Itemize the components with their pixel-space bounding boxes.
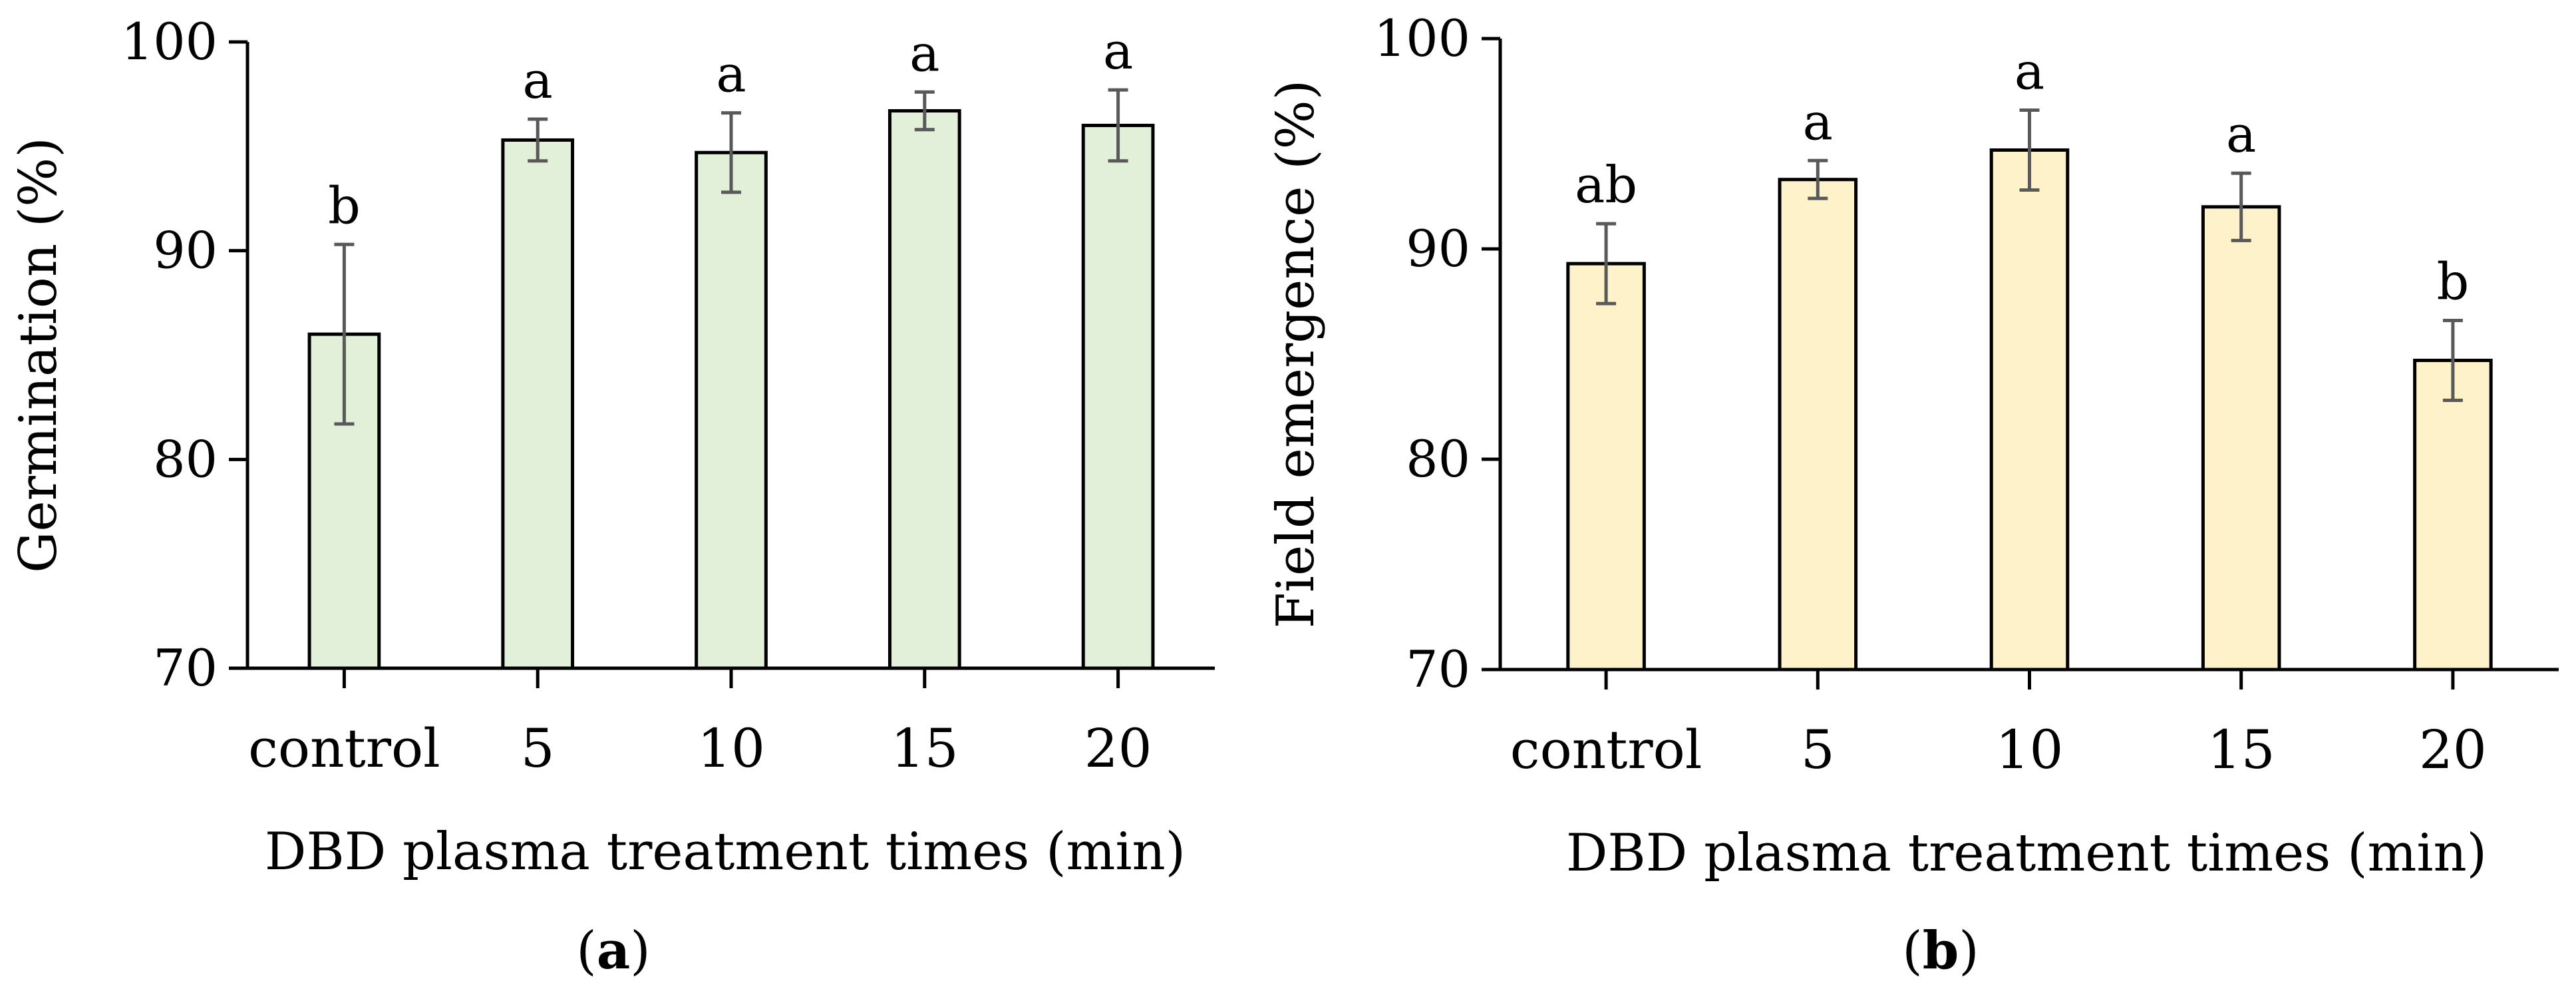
significance-letter: a — [1103, 21, 1133, 81]
chart-germination: b a a a a 70 80 90 100 control 5 10 15 20 DBD plasma t… — [9, 12, 1215, 882]
error-bar-5 — [1808, 158, 1828, 200]
bar-5 — [501, 138, 575, 670]
significance-letter: b — [2437, 252, 2470, 311]
y-tick-label: 70 — [153, 638, 218, 697]
significance-letter: a — [2226, 104, 2256, 164]
significance-letter: b — [328, 176, 361, 235]
y-tick-label: 70 — [1406, 640, 1470, 699]
x-tick-label: 15 — [891, 717, 959, 779]
panel-label-b: (b) — [1902, 920, 1979, 981]
x-tick-label: 15 — [2207, 719, 2275, 781]
bar-15 — [887, 109, 961, 670]
error-bar-control — [1596, 222, 1617, 305]
error-bar-20 — [1108, 88, 1128, 163]
y-tick-label: 100 — [121, 12, 218, 71]
significance-letter: a — [523, 51, 553, 110]
bar-20 — [1081, 123, 1155, 670]
error-bar-10 — [721, 111, 741, 194]
y-tick-label: 90 — [153, 221, 218, 280]
x-axis-title: DBD plasma treatment times (min) — [265, 822, 1186, 882]
error-bar-15 — [2231, 171, 2251, 242]
significance-letter: a — [716, 45, 746, 104]
error-bar-5 — [528, 117, 548, 163]
x-axis-title: DBD plasma treatment times (min) — [1566, 823, 2487, 883]
y-axis-title: Field emergence (%) — [1266, 80, 1326, 628]
significance-letter: a — [1803, 92, 1833, 151]
y-tick-label: 90 — [1406, 219, 1470, 278]
panel-label-a: (a) — [576, 920, 650, 981]
error-bar-10 — [2019, 108, 2040, 192]
bar-10 — [695, 150, 768, 670]
significance-letter: ab — [1575, 155, 1637, 214]
x-tick-label: 10 — [697, 717, 765, 779]
x-tick-label: control — [1510, 719, 1702, 781]
bar-15 — [2201, 205, 2281, 672]
error-bar-control — [334, 242, 355, 426]
x-tick-label: 20 — [2419, 719, 2487, 781]
y-tick-label: 80 — [1406, 429, 1470, 489]
x-tick-label: control — [248, 717, 440, 779]
error-bar-15 — [914, 90, 935, 132]
bar-10 — [1989, 148, 2070, 672]
y-tick-label: 100 — [1374, 9, 1470, 68]
significance-letter: a — [909, 23, 939, 83]
error-bar-20 — [2442, 318, 2463, 403]
bar-5 — [1778, 178, 1858, 672]
bar-control — [1566, 262, 1646, 672]
x-tick-label: 10 — [1996, 719, 2064, 781]
x-tick-label: 5 — [521, 717, 555, 779]
y-axis-title: Germination (%) — [9, 137, 69, 573]
x-tick-label: 5 — [1801, 719, 1835, 781]
bar-20 — [2413, 358, 2493, 672]
x-tick-label: 20 — [1084, 717, 1152, 779]
significance-letter: a — [2014, 41, 2044, 100]
y-tick-label: 80 — [153, 429, 218, 489]
